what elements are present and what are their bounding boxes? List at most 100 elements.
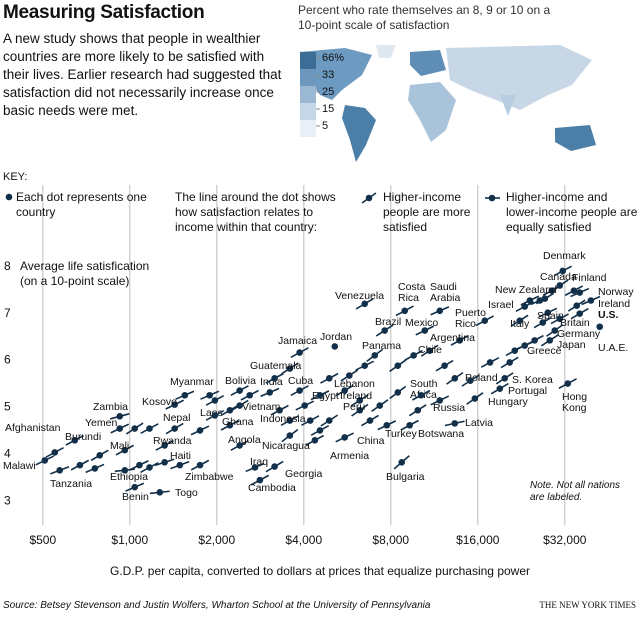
dot <box>325 417 333 424</box>
dot <box>301 402 309 409</box>
dot <box>573 302 581 309</box>
country-label: Latvia <box>465 417 493 429</box>
world-map <box>300 45 596 162</box>
dot <box>481 317 489 324</box>
dot <box>256 476 264 484</box>
country-label: Britain <box>560 317 590 329</box>
x-tick-label: $8,000 <box>372 533 409 547</box>
country-label: Venezuela <box>335 290 384 302</box>
dot <box>496 385 504 392</box>
dot <box>486 359 494 366</box>
dot <box>436 397 444 404</box>
dot <box>541 295 549 302</box>
dot <box>548 287 556 294</box>
dot <box>501 375 509 382</box>
dot <box>56 466 63 474</box>
dot <box>394 362 402 369</box>
dot <box>121 466 129 474</box>
dot <box>539 319 547 326</box>
key-equal: Higher-income and lower-income people ar… <box>506 190 638 234</box>
source: Source: Betsey Stevenson and Justin Wolf… <box>3 600 431 611</box>
dot <box>441 362 448 369</box>
credit: THE NEW YORK TIMES <box>539 600 636 610</box>
x-tick-label: $32,000 <box>543 533 587 547</box>
country-label: Ghana <box>222 416 254 428</box>
dot <box>236 402 243 409</box>
dot <box>356 397 364 404</box>
country-label: Georgia <box>285 468 323 480</box>
country-label: Kosovo <box>142 396 177 408</box>
legend-swatch <box>300 52 316 69</box>
country-label: Armenia <box>330 450 369 462</box>
country-label: S. Korea <box>512 374 553 386</box>
dot <box>361 362 369 369</box>
legend-label: 15 <box>322 103 334 115</box>
key-higher: Higher-income people are more satisfied <box>383 190 471 234</box>
country-label: Nicaragua <box>262 440 310 452</box>
country-label: Botswana <box>418 428 464 440</box>
dot <box>401 307 409 315</box>
country-label: Bolivia <box>225 375 256 387</box>
dot <box>521 303 529 310</box>
dot <box>417 391 425 399</box>
dot <box>176 461 184 469</box>
dot <box>226 421 234 429</box>
dot <box>410 352 417 359</box>
dot <box>421 327 429 334</box>
country-label: Israel <box>488 299 514 311</box>
dot <box>341 434 348 441</box>
dot <box>296 349 303 356</box>
country-label: U.A.E. <box>598 342 628 354</box>
country-label: Cuba <box>288 375 313 387</box>
country-label: Togo <box>175 487 198 499</box>
dot <box>451 420 459 427</box>
country-label: Burundi <box>65 431 101 443</box>
legend-swatch <box>300 69 316 86</box>
key-label: KEY: <box>3 171 28 183</box>
y-tick-label: 8 <box>4 259 11 273</box>
dot <box>576 289 584 296</box>
dot <box>51 449 59 456</box>
country-label: Angola <box>228 434 261 446</box>
dot <box>316 391 324 399</box>
dot <box>526 297 534 304</box>
dot <box>506 359 514 366</box>
y-tick-label: 6 <box>4 353 11 367</box>
x-tick-label: $2,000 <box>198 533 235 547</box>
country-label: New Zealand <box>495 284 557 296</box>
country-label: Puerto Rico <box>455 307 489 330</box>
map-region <box>555 125 596 151</box>
country-label: Nepal <box>163 412 190 424</box>
country-label: Ethiopia <box>110 471 148 483</box>
dot <box>171 401 178 408</box>
country-label: Bulgaria <box>386 471 425 483</box>
dot <box>576 310 584 317</box>
key-icon <box>365 194 373 202</box>
dot <box>71 436 79 444</box>
dot <box>366 417 374 424</box>
country-label: Germany <box>557 328 601 340</box>
dot <box>236 442 243 449</box>
dot <box>246 391 254 399</box>
dot <box>521 342 529 349</box>
y-tick-label: 4 <box>4 447 11 461</box>
map-region <box>446 45 592 110</box>
dot <box>531 337 538 344</box>
dot <box>116 413 124 420</box>
country-label: China <box>357 435 385 447</box>
country-label: Myanmar <box>170 376 214 388</box>
x-tick-label: $16,000 <box>456 533 500 547</box>
y-tick-label: 3 <box>4 493 11 507</box>
dot <box>211 412 219 419</box>
country-label: Denmark <box>543 250 586 262</box>
dot <box>325 375 333 382</box>
country-label: Ireland <box>598 298 630 310</box>
country-label: Jamaica <box>278 335 317 347</box>
dot <box>156 489 164 496</box>
country-label: Afghanistan <box>5 422 61 434</box>
dot <box>451 375 459 382</box>
map-region <box>500 95 516 116</box>
country-label: Saudi Arabia <box>430 281 461 304</box>
map-region <box>410 50 446 76</box>
